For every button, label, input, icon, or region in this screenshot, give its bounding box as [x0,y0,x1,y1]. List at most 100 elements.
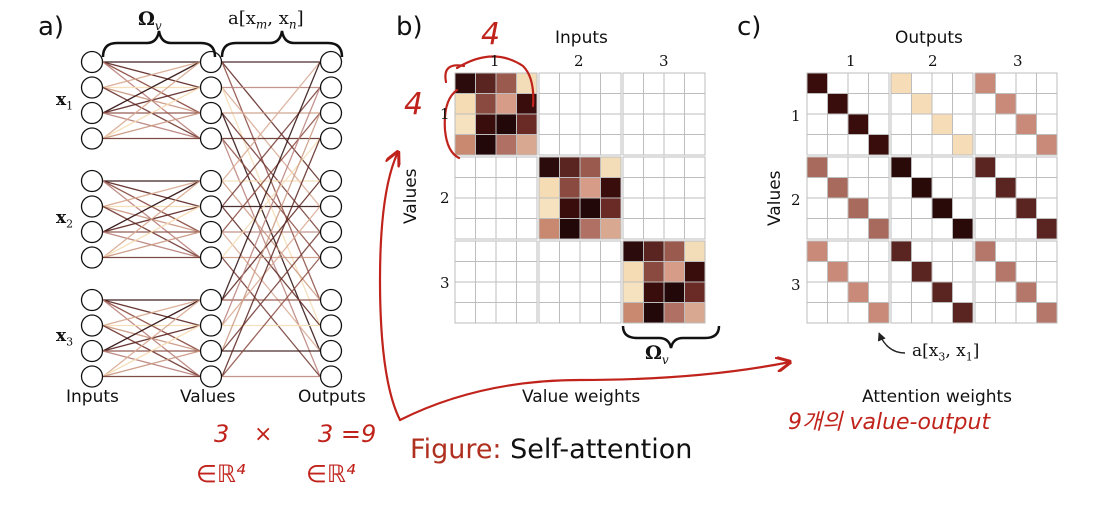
attention-weight-cell [911,156,933,178]
handwritten-in-r4-left: ∈ℝ⁴ [196,460,246,488]
c-top-number-1: 1 [846,52,856,70]
attention-weight-cell [847,261,869,283]
value-weight-cell [579,72,601,94]
value-weight-cell [559,218,581,240]
attention-weight-cell [911,113,933,135]
attention-weight-cell [974,93,996,115]
value-weight-cell [454,93,476,115]
attention-weight-cell [1015,134,1037,156]
col-label-inputs: Inputs [66,387,119,407]
attention-weight-cell [1015,156,1037,178]
x1-sub: 1 [66,99,74,113]
attention-weight-cell [827,156,849,178]
value-weight-cell [643,177,665,199]
attention-weight-cell [890,72,912,94]
b-top-number-3: 3 [659,52,669,70]
attention-weight-cell [1015,281,1037,303]
value-weight-cell [579,156,601,178]
value-to-output-connection [221,87,321,326]
attention-weight-cell [868,240,890,262]
value-to-output-connection [221,180,321,301]
value-weight-cell [454,113,476,135]
attention-weight-cell [890,134,912,156]
attention-weight-cell [952,281,974,303]
panel-c-label: c) [737,12,762,42]
attention-weight-cell [952,218,974,240]
value-weight-cell [600,72,622,94]
input-node [80,50,104,74]
attention-weight-cell [1036,72,1058,94]
value-node [199,288,223,312]
value-weight-cell [579,218,601,240]
output-node [319,288,343,312]
value-weight-cell [600,281,622,303]
value-weight-cell [538,197,560,219]
attention-weight-cell [806,156,828,178]
attention-weight-cell [868,93,890,115]
attention-weight-cell [1036,261,1058,283]
attn-sub-n: n [288,17,297,32]
output-node [319,195,343,218]
input-node [80,365,104,388]
value-weight-cell [516,197,538,219]
value-weight-cell [643,218,665,240]
value-node [199,314,223,337]
value-weight-cell [643,93,665,115]
value-weight-cell [538,156,560,178]
value-weight-cell [454,72,476,94]
attention-weight-cell [890,197,912,219]
value-weight-cell [643,134,665,156]
value-weight-cell [559,177,581,199]
attention-weight-cell [1015,93,1037,115]
value-weight-cell [516,113,538,135]
x2-sub: 2 [66,217,74,231]
attention-weight-cell [868,261,890,283]
attention-weight-cell [847,281,869,303]
input-node [80,169,104,193]
c-top-number-2: 2 [928,52,938,70]
value-weight-cell [622,93,644,115]
output-node [319,169,343,193]
attention-weight-cell [890,113,912,135]
value-weight-cell [622,281,644,303]
c-side-number-3: 3 [791,276,801,294]
attention-weight-cell [1036,197,1058,219]
value-weight-cell [495,302,517,324]
value-weight-cell [559,197,581,219]
attention-weight-cell [806,261,828,283]
attention-weight-cell [952,93,974,115]
omega-symbol-b: Ω [645,342,662,364]
input-to-value-connection [102,86,201,140]
attention-weight-cell [995,240,1017,262]
value-weight-cell [622,113,644,135]
attention-weight-cell [952,113,974,135]
value-weight-cell [475,302,497,324]
input-to-value-connection [102,180,201,233]
value-weight-cell [663,218,685,240]
attn-label-start: a[x [228,8,256,29]
input-node [80,127,104,150]
output-node [319,76,343,99]
input-to-value-connection [102,205,201,259]
value-weight-cell [600,177,622,199]
input-to-value-connection [102,61,201,89]
attention-weight-cell [827,240,849,262]
value-weight-cell [663,302,685,324]
attention-weight-cell [931,240,953,262]
attention-weight-cell [890,177,912,199]
value-weight-cell [643,302,665,324]
attention-weight-cell [806,72,828,94]
attention-weight-cell [827,197,849,219]
attention-weight-cell [1036,177,1058,199]
value-weight-cell [495,113,517,135]
value-weight-cell [475,72,497,94]
attention-weight-cell [911,72,933,94]
attention-weight-cell [847,302,869,324]
panel-b-label: b) [396,12,423,42]
value-weight-cell [475,156,497,178]
attention-weight-cell [1036,156,1058,178]
a31-start: a[x [912,341,939,361]
attention-weight-cell [974,218,996,240]
col-label-outputs: Outputs [298,387,366,407]
attention-weight-cell [974,134,996,156]
